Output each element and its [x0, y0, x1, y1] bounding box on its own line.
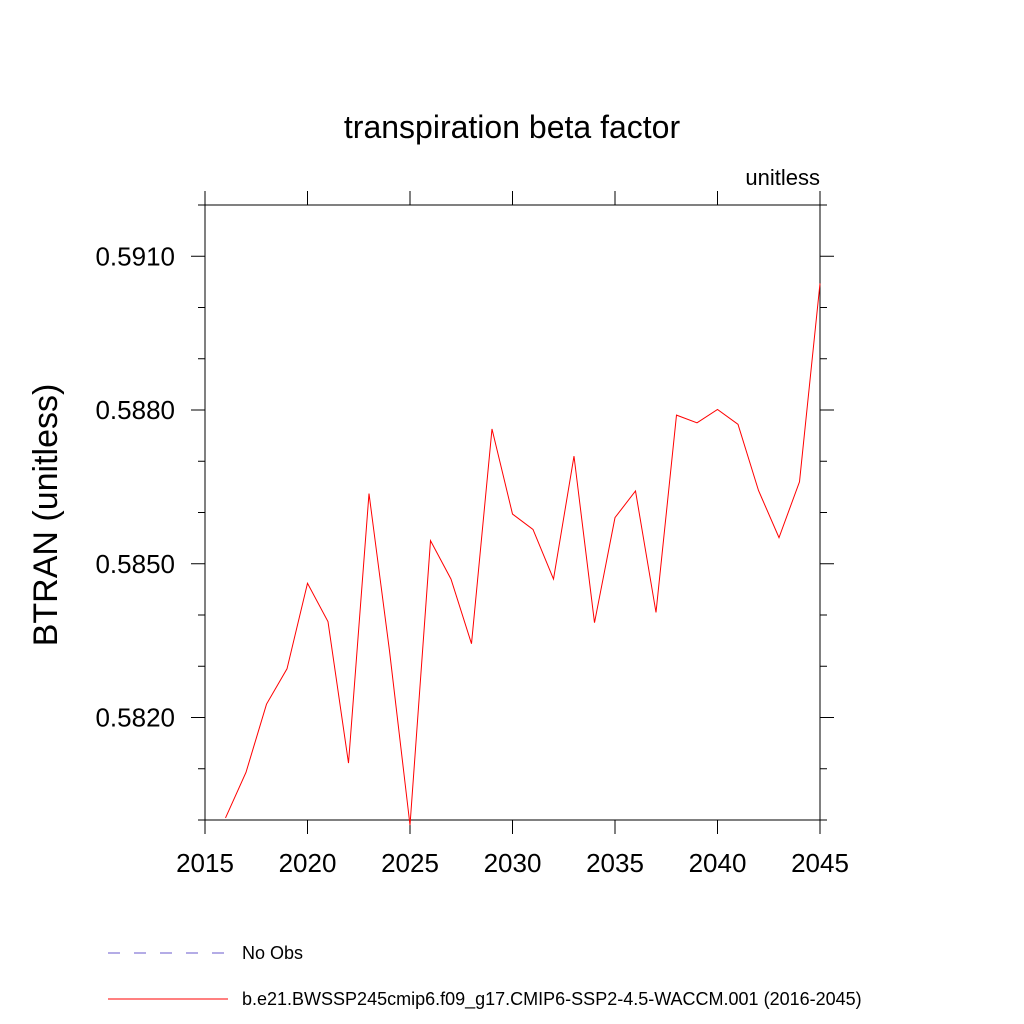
- y-tick-label: 0.5850: [95, 549, 175, 579]
- x-tick-label: 2045: [791, 848, 849, 878]
- y-axis-label: BTRAN (unitless): [27, 384, 65, 647]
- y-tick-label: 0.5880: [95, 395, 175, 425]
- x-tick-label: 2015: [176, 848, 234, 878]
- legend-label: No Obs: [242, 943, 303, 963]
- legend-label: b.e21.BWSSP245cmip6.f09_g17.CMIP6-SSP2-4…: [242, 989, 862, 1010]
- x-tick-label: 2035: [586, 848, 644, 878]
- series-layer: [225, 283, 821, 826]
- y-axis: 0.5820 0.5850 0.5880 0.5910: [95, 204, 834, 821]
- x-tick-label: 2025: [381, 848, 439, 878]
- series-line: [225, 283, 821, 826]
- chart-title: transpiration beta factor: [344, 109, 681, 145]
- legend: No Obs b.e21.BWSSP245cmip6.f09_g17.CMIP6-…: [108, 943, 862, 1010]
- y-tick-label: 0.5910: [95, 241, 175, 271]
- units-label: unitless: [745, 165, 820, 190]
- x-tick-label: 2040: [689, 848, 747, 878]
- x-tick-label: 2020: [279, 848, 337, 878]
- x-tick-label: 2030: [484, 848, 542, 878]
- y-tick-label: 0.5820: [95, 703, 175, 733]
- x-axis: 2015 2020 2025 2030 2035 2040 2045: [176, 191, 849, 878]
